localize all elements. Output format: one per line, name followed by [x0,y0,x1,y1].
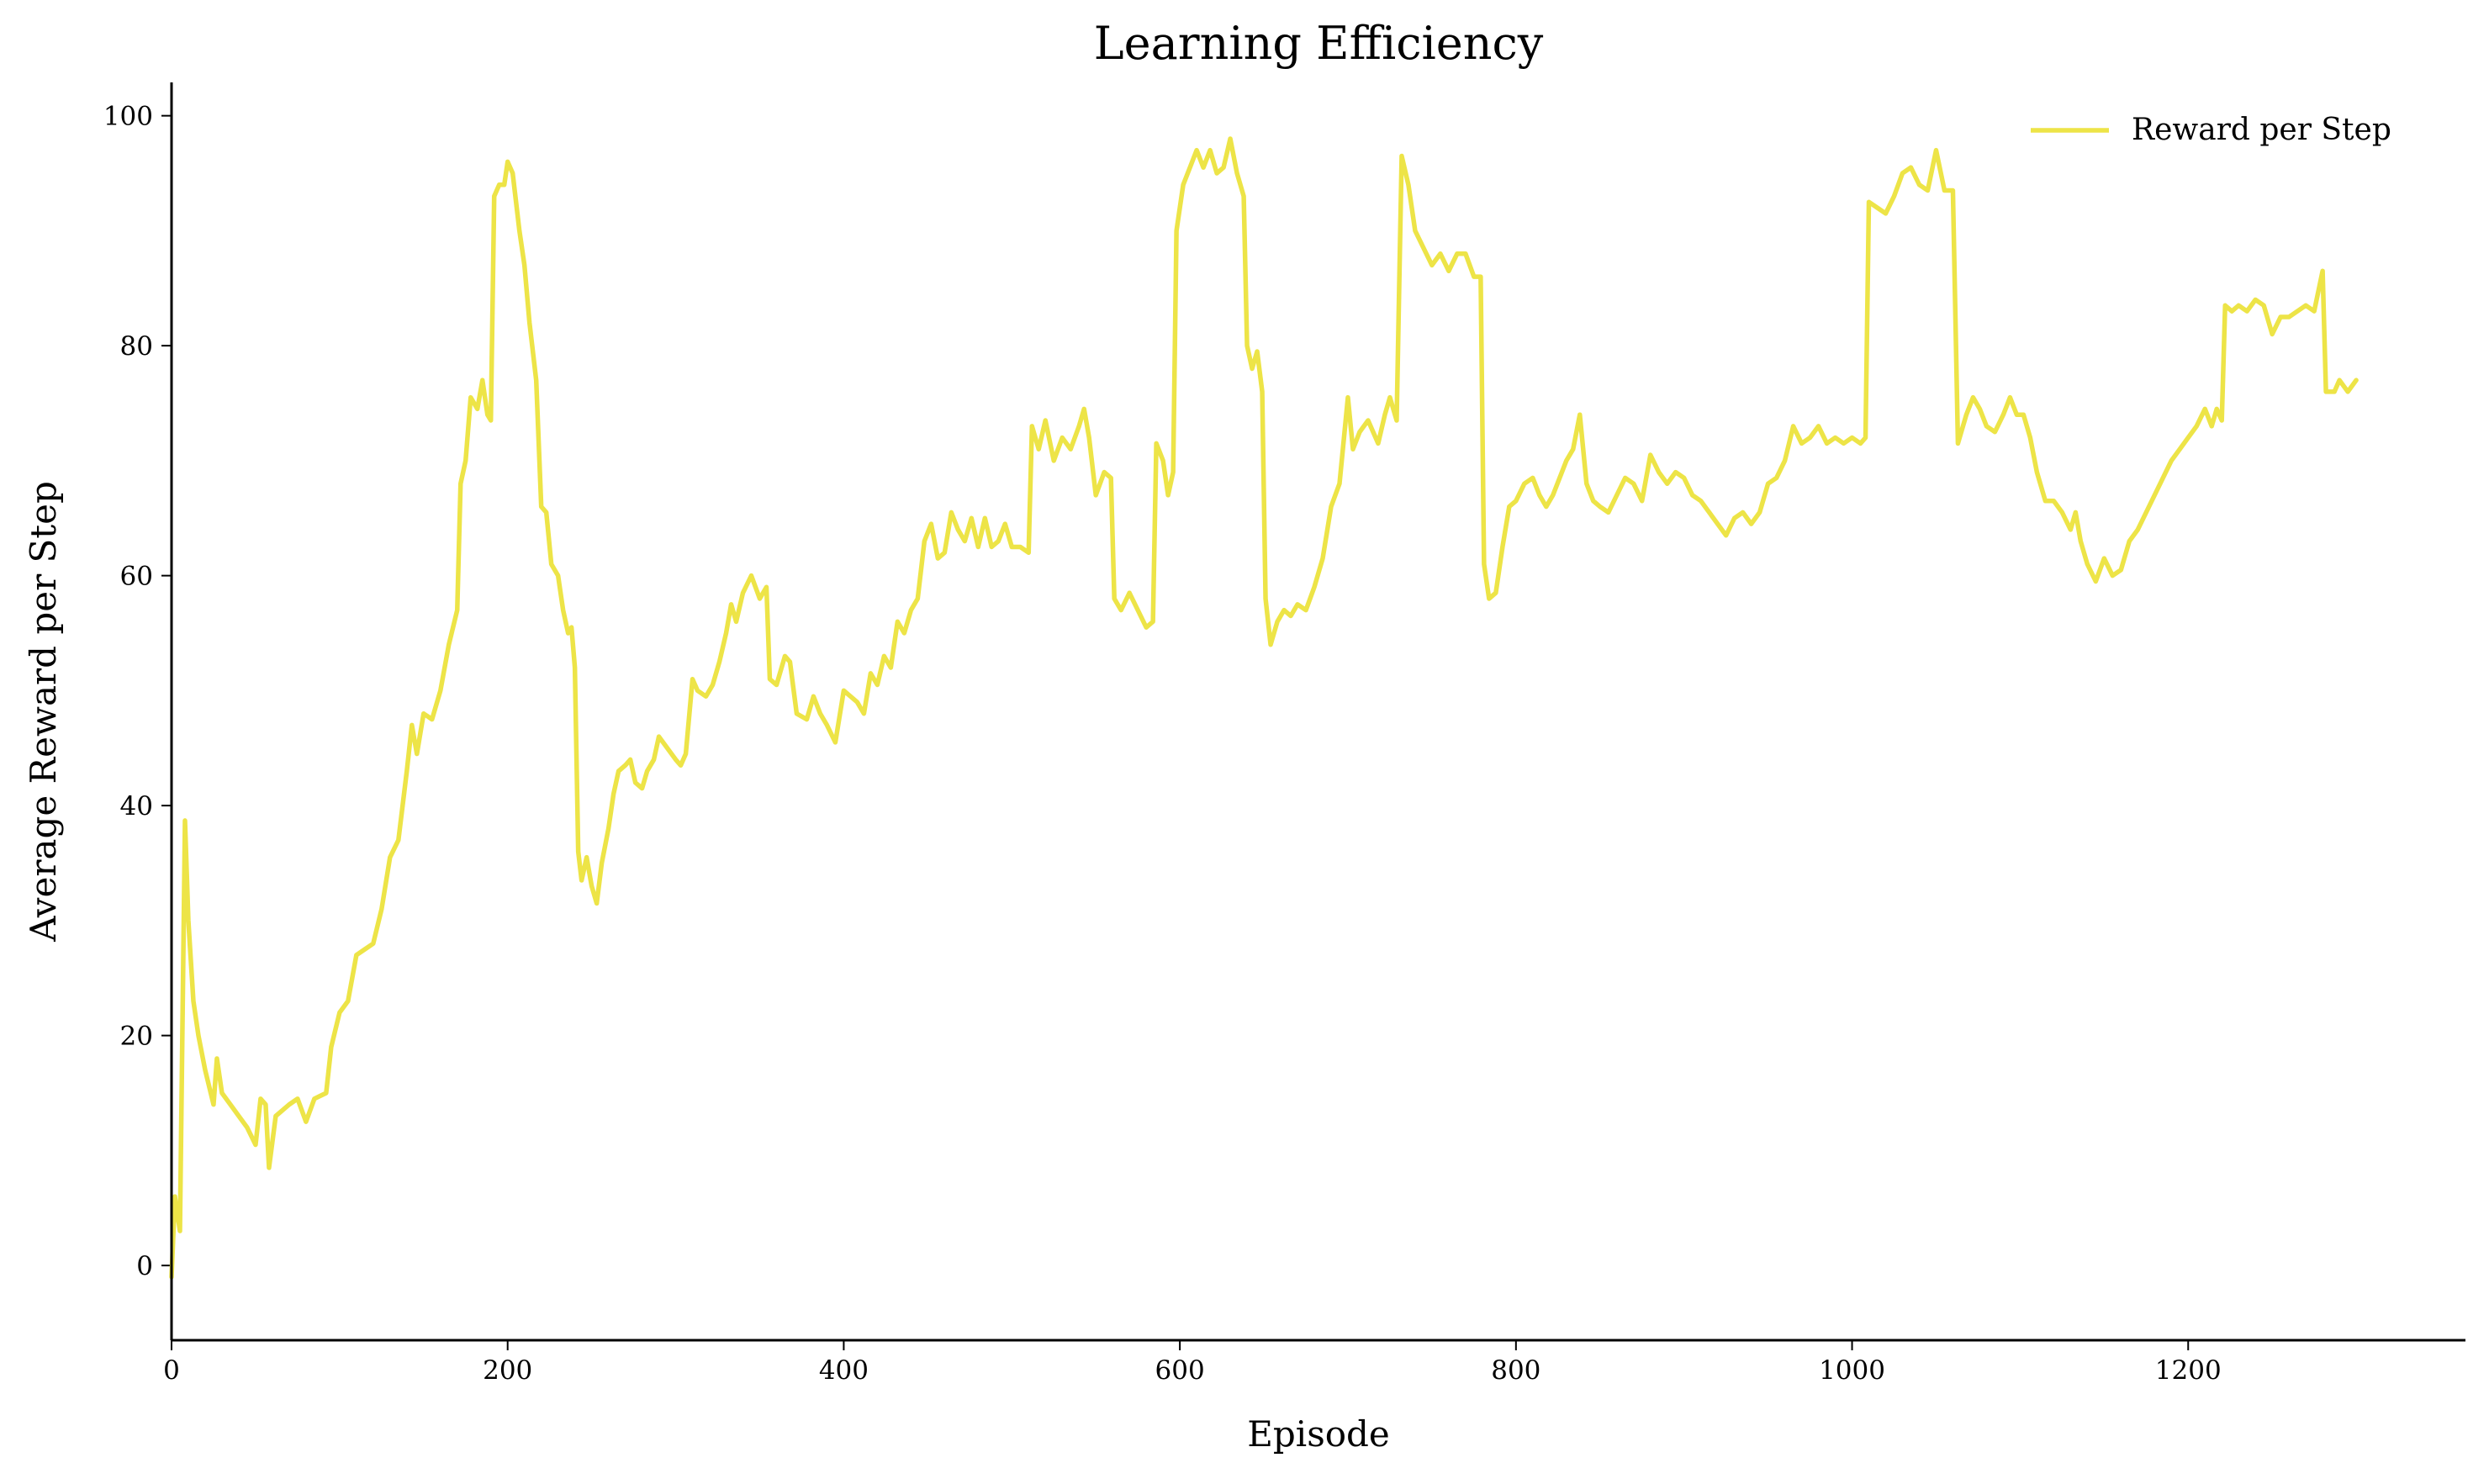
y-tick-label: 100 [103,102,153,132]
x-tick-label: 600 [1155,1355,1205,1386]
x-tick-label: 400 [819,1355,869,1386]
y-axis-label: Average Reward per Step [23,481,64,943]
legend-label: Reward per Step [2132,113,2391,147]
x-axis-label: Episode [1247,1413,1390,1455]
chart-title: Learning Efficiency [1094,17,1544,70]
y-tick-label: 80 [120,331,153,362]
y-tick-label: 60 [120,562,153,592]
x-tick-label: 1200 [2155,1355,2222,1386]
y-tick-label: 40 [120,791,153,821]
x-tick-label: 0 [163,1355,180,1386]
y-tick-label: 0 [136,1251,153,1281]
x-tick-label: 1000 [1819,1355,1885,1386]
y-tick-label: 20 [120,1022,153,1052]
x-tick-label: 200 [483,1355,532,1386]
series-line [169,136,2359,1280]
x-tick-label: 800 [1491,1355,1540,1386]
